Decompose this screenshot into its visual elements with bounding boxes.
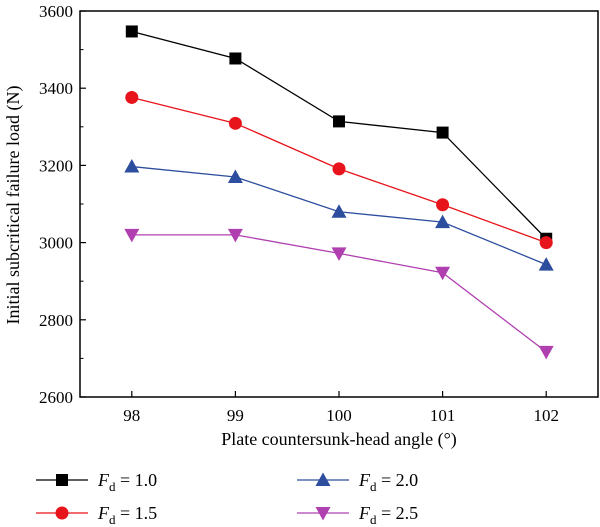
data-point <box>228 116 242 130</box>
legend-label: Fd = 2.0 <box>358 470 418 494</box>
data-point <box>229 52 242 65</box>
legend-item: Fd = 1.0 <box>36 470 157 494</box>
legend-item: Fd = 2.5 <box>297 503 418 527</box>
data-point <box>227 228 243 243</box>
legend-label: Fd = 2.5 <box>358 503 418 527</box>
legend: Fd = 1.0 Fd = 1.5 Fd = 2.0 Fd = 2.5 <box>36 470 418 527</box>
data-point <box>435 266 451 281</box>
legend-item: Fd = 2.0 <box>297 470 418 494</box>
series-3 <box>124 159 554 271</box>
data-point <box>538 345 554 360</box>
legend-label: Fd = 1.0 <box>97 470 157 494</box>
y-tick-label: 3600 <box>39 2 73 21</box>
data-point <box>331 204 347 218</box>
data-point <box>435 214 451 229</box>
legend-marker <box>315 472 331 486</box>
y-tick-label: 2600 <box>39 388 73 407</box>
data-point <box>125 25 138 38</box>
series-4 <box>124 228 554 360</box>
data-point <box>539 236 553 250</box>
x-tick-label: 100 <box>326 406 352 425</box>
y-tick-label: 3000 <box>39 234 73 253</box>
data-point <box>227 169 243 183</box>
plot-area-frame <box>79 10 599 398</box>
data-point <box>124 159 140 173</box>
data-point <box>124 228 140 243</box>
x-tick-label: 99 <box>227 406 244 425</box>
legend-label: Fd = 1.5 <box>97 503 157 527</box>
legend-marker <box>56 474 68 486</box>
series-layer <box>124 25 554 360</box>
data-point <box>436 126 449 139</box>
y-tick-label: 3200 <box>39 156 73 175</box>
x-axis-title: Plate countersunk-head angle (°) <box>221 429 457 450</box>
x-tick-label: 98 <box>123 406 140 425</box>
data-point <box>436 198 450 212</box>
y-tick-label: 3400 <box>39 79 73 98</box>
legend-marker <box>55 506 69 520</box>
legend-marker <box>315 507 331 521</box>
series-2 <box>125 90 553 250</box>
data-point <box>332 162 346 176</box>
x-tick-label: 102 <box>533 406 559 425</box>
x-axis: 98 99 100 101 102 <box>123 391 559 425</box>
x-tick-label: 101 <box>430 406 456 425</box>
data-point <box>333 115 345 128</box>
data-point <box>125 90 139 104</box>
data-point <box>538 257 554 271</box>
data-point <box>331 247 347 261</box>
y-axis: 2600 2800 3000 3200 3400 3600 <box>39 2 86 407</box>
y-tick-label: 2800 <box>39 311 73 330</box>
series-1 <box>125 25 553 245</box>
legend-item: Fd = 1.5 <box>36 503 157 527</box>
y-axis-title: Initial subcritical failure load (N) <box>3 86 24 325</box>
